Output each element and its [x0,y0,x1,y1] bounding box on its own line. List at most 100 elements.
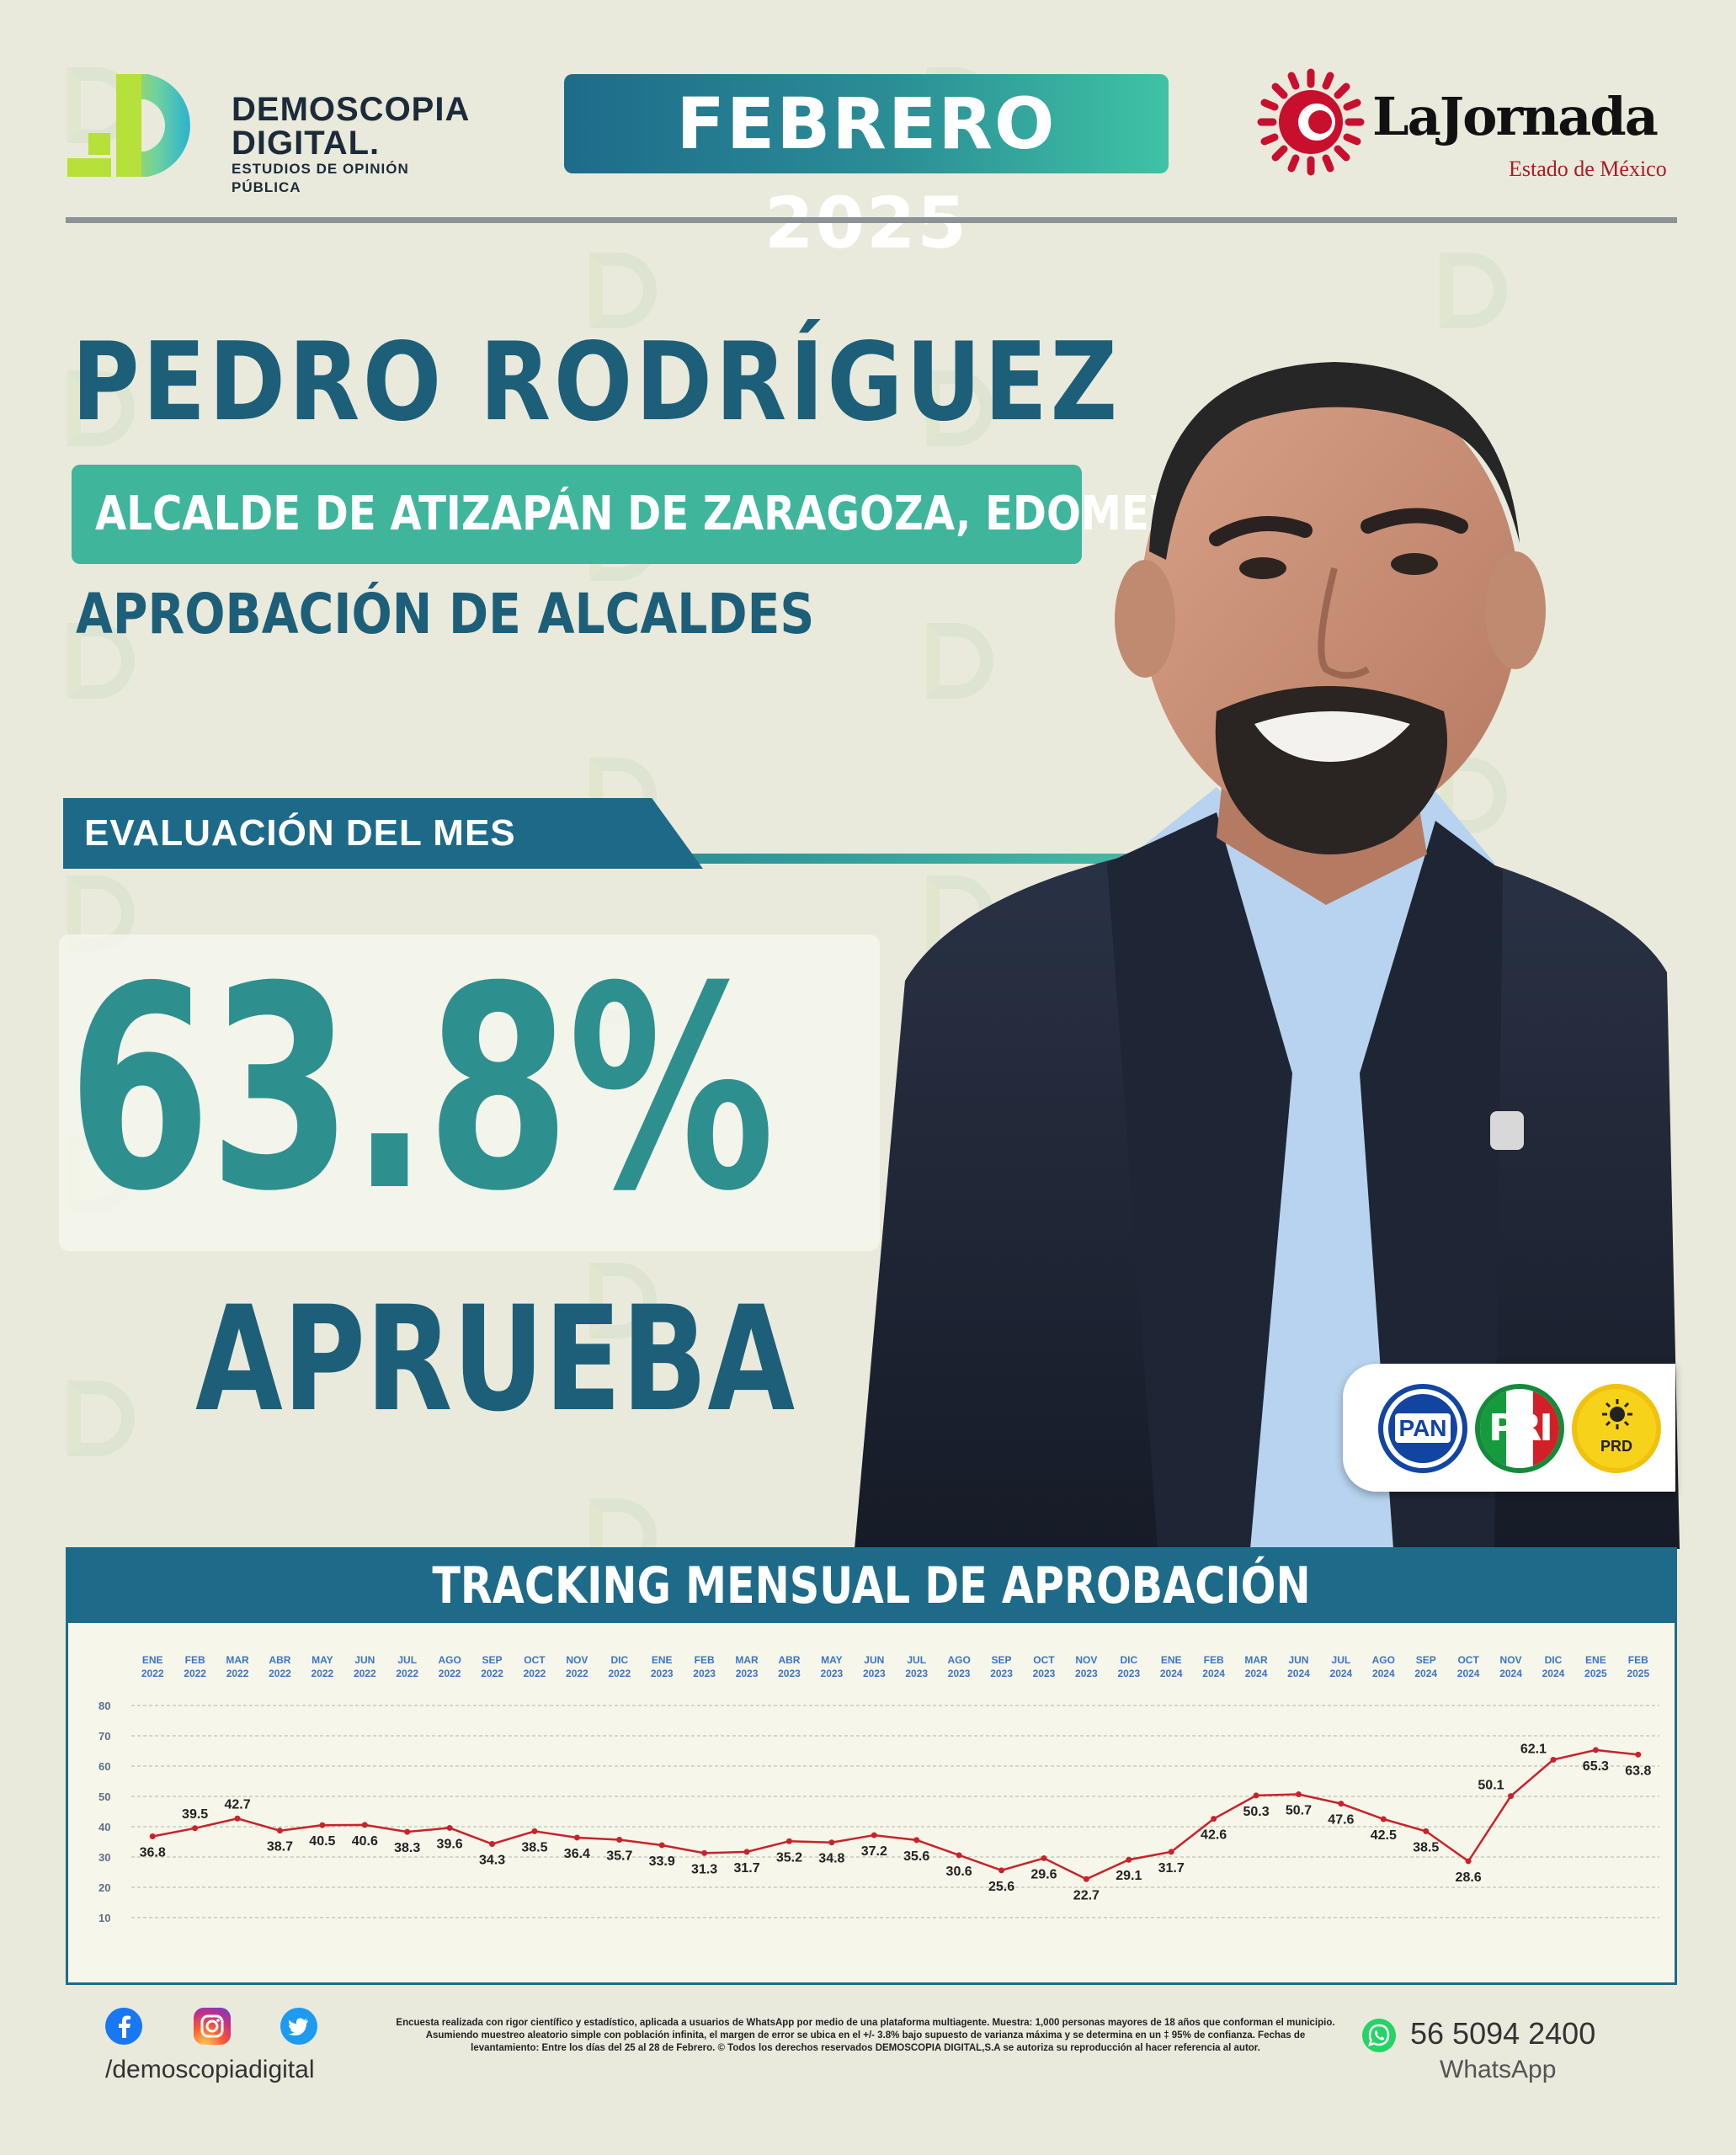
x-tick-month: MAR [226,1654,249,1666]
x-tick-year: 2024 [1542,1668,1565,1679]
data-label: 35.6 [903,1849,929,1864]
x-tick-month: OCT [1033,1654,1055,1666]
data-label: 47.6 [1328,1813,1354,1828]
y-tick-label: 70 [99,1730,110,1743]
eval-tab: EVALUACIÓN DEL MES [63,798,703,869]
x-tick-month: ENE [652,1654,673,1666]
data-label: 33.9 [649,1854,675,1869]
data-point [1211,1816,1217,1822]
approval-value: 63.8% [67,928,775,1253]
data-point [1592,1747,1599,1753]
x-tick-year: 2024 [1287,1668,1310,1679]
data-point [1338,1801,1345,1807]
y-tick-label: 30 [99,1851,110,1864]
data-point [404,1828,411,1835]
x-tick-year: 2023 [1033,1668,1056,1679]
social-handle[interactable]: /demoscopiadigital [105,2056,315,2083]
x-tick-year: 2022 [354,1668,376,1679]
x-tick-year: 2022 [481,1668,503,1679]
x-tick-year: 2022 [608,1668,631,1679]
x-tick-year: 2023 [863,1668,886,1679]
data-label: 42.7 [224,1797,250,1812]
approval-verdict: APRUEBA [195,1274,796,1444]
data-point [1126,1856,1132,1863]
brand-line2: DIGITAL. [232,125,381,162]
demoscopia-d-icon [67,74,190,177]
data-point [828,1839,835,1846]
value-card [59,934,880,1251]
data-label: 36.4 [564,1847,590,1861]
data-point [1635,1751,1642,1758]
x-tick-year: 2022 [566,1668,588,1679]
x-tick-month: OCT [524,1654,546,1666]
data-point [573,1834,580,1841]
data-point [192,1825,199,1832]
whatsapp-number[interactable]: 56 5094 2400 [1410,2016,1596,2051]
x-tick-year: 2022 [269,1668,291,1679]
partner-name: LaJornada [1372,86,1659,147]
x-tick-year: 2024 [1457,1668,1480,1679]
data-label: 65.3 [1583,1759,1609,1774]
x-tick-month: JUN [1288,1654,1308,1666]
instagram-icon[interactable] [194,2008,231,2045]
data-point [319,1822,326,1828]
data-label: 30.6 [946,1865,972,1879]
x-tick-year: 2024 [1160,1668,1183,1679]
x-tick-year: 2023 [905,1668,928,1679]
twitter-icon[interactable] [280,2008,317,2045]
data-label: 40.6 [352,1834,378,1849]
la-jornada-logo: LaJornada Estado de México [1256,67,1681,185]
x-tick-month: MAR [1244,1654,1268,1666]
x-tick-month: SEP [992,1654,1012,1666]
data-point [658,1842,665,1849]
x-tick-month: ENE [1161,1654,1182,1666]
data-point [871,1832,877,1838]
x-tick-month: JUN [864,1654,884,1666]
x-tick-month: SEP [1416,1654,1436,1666]
data-label: 35.7 [606,1849,632,1863]
x-tick-month: MAY [312,1654,333,1666]
x-tick-year: 2022 [439,1668,461,1679]
x-tick-month: NOV [566,1654,588,1666]
data-point [1041,1854,1047,1861]
x-tick-month: FEB [695,1654,715,1666]
data-label: 62.1 [1520,1742,1547,1756]
data-point [489,1841,496,1848]
x-tick-year: 2024 [1499,1668,1522,1679]
data-label: 28.6 [1456,1870,1482,1885]
x-tick-month: ENE [1585,1654,1606,1666]
data-label: 35.2 [776,1850,802,1865]
x-tick-year: 2023 [736,1668,759,1679]
data-label: 37.2 [861,1844,887,1859]
data-label: 25.6 [988,1880,1014,1894]
x-tick-year: 2023 [990,1668,1013,1679]
x-tick-year: 2024 [1330,1668,1353,1679]
x-tick-year: 2023 [651,1668,674,1679]
data-point [1253,1792,1259,1799]
x-tick-month: MAY [821,1654,843,1666]
x-tick-year: 2022 [396,1668,418,1679]
demoscopia-logo: DEMOSCOPIA DIGITAL. ESTUDIOS DE OPINIÓN … [67,67,471,195]
data-label: 38.5 [521,1840,547,1854]
data-point [1508,1793,1515,1800]
x-tick-month: DIC [1545,1654,1563,1666]
data-label: 22.7 [1073,1888,1100,1902]
data-point [361,1822,368,1828]
x-tick-year: 2023 [693,1668,716,1679]
x-tick-month: AGO [1372,1654,1395,1666]
tracking-chart: 80 70 60 50 40 30 20 10 ENE 2022 FEB 2022 MAR 2022 ABR… [66,1623,1677,1985]
x-tick-month: NOV [1075,1654,1097,1666]
facebook-icon[interactable] [105,2008,142,2045]
data-label: 38.7 [267,1840,293,1854]
x-tick-month: AGO [947,1654,970,1666]
watermark-mark [589,253,674,328]
pan-label: PAN [1395,1413,1451,1443]
data-label: 31.7 [733,1861,759,1876]
data-point [616,1836,623,1843]
x-tick-year: 2024 [1202,1668,1225,1679]
x-tick-month: DIC [610,1654,628,1666]
role-text: ALCALDE DE ATIZAPÁN DE ZARAGOZA, EDOMEX. [95,487,1196,541]
x-tick-month: ABR [778,1654,800,1666]
methodology-disclaimer: Encuesta realizada con rigor científico … [396,2018,1335,2053]
whatsapp-icon[interactable] [1362,2019,1396,2052]
